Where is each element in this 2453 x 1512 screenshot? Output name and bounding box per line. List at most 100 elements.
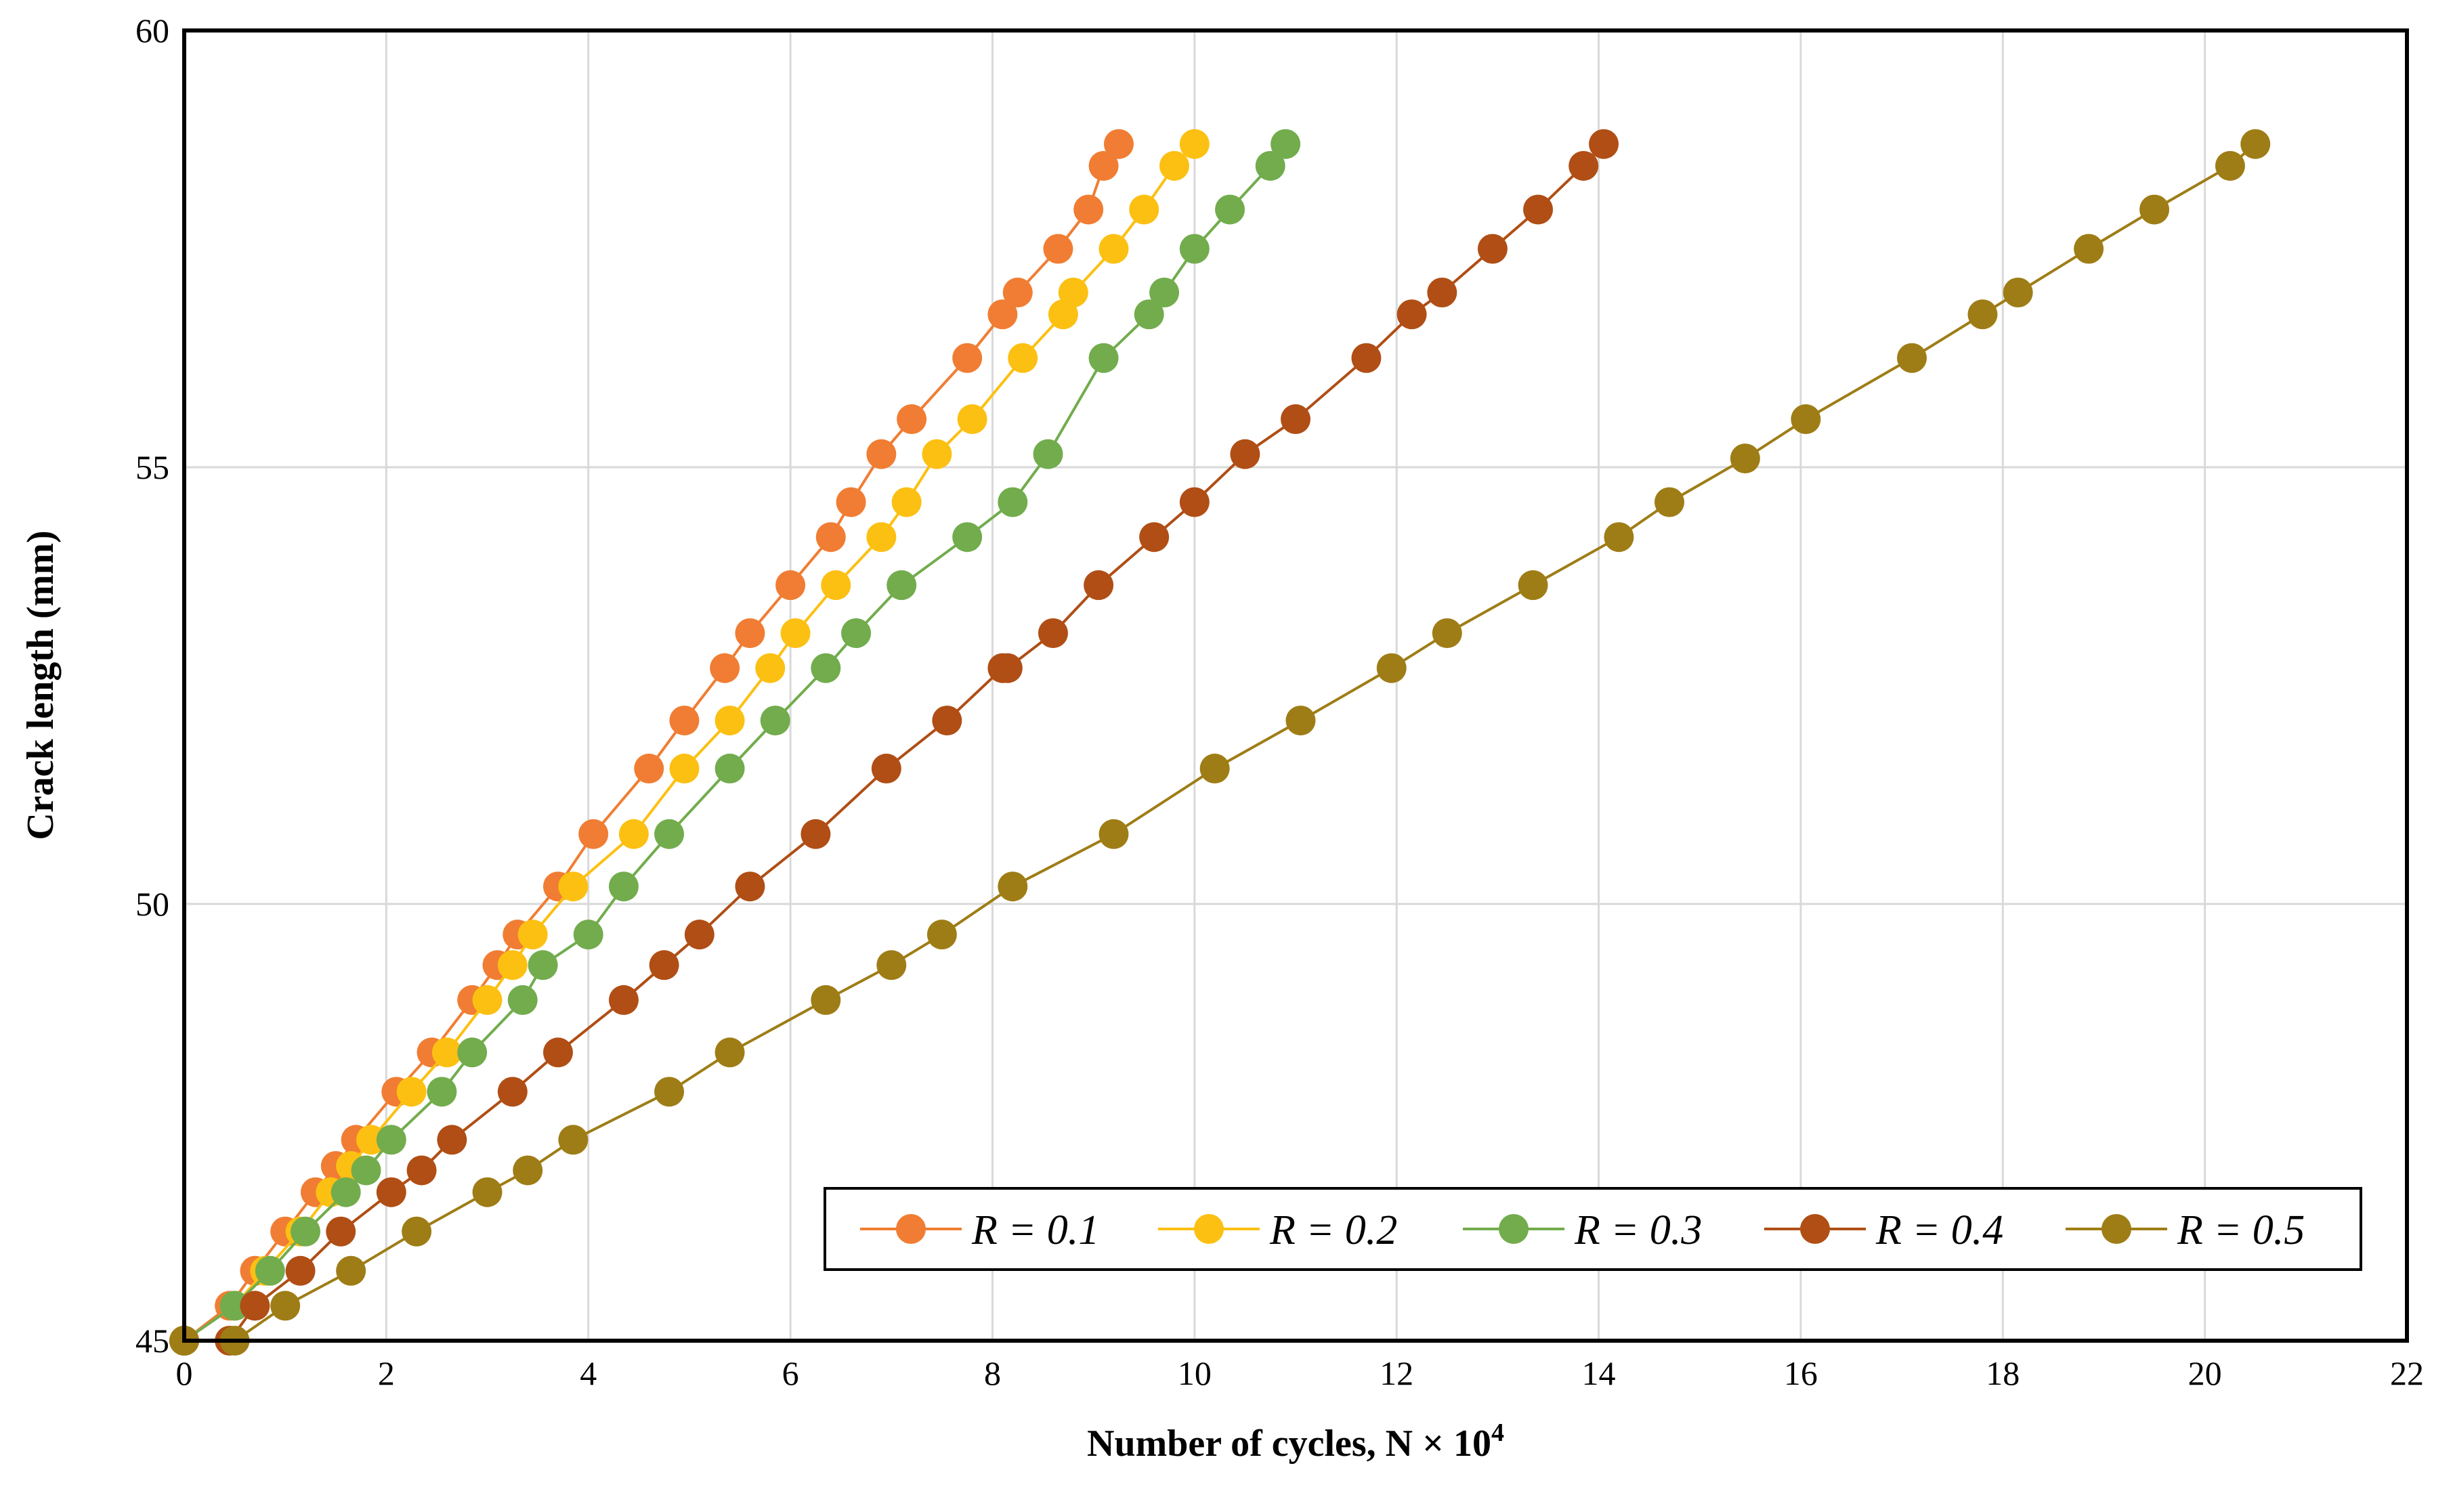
data-point (336, 1255, 366, 1286)
x-tick-label: 14 (1582, 1354, 1616, 1392)
data-point (775, 570, 806, 601)
data-point (654, 1077, 685, 1107)
data-point (760, 706, 790, 736)
data-point (1088, 150, 1119, 181)
data-point (841, 618, 872, 649)
data-point (1255, 150, 1285, 181)
data-point (684, 920, 714, 950)
data-point (1523, 194, 1554, 225)
legend-item: R = 0.3 (1463, 1207, 1702, 1253)
data-point (1129, 194, 1159, 225)
data-point (1271, 129, 1301, 159)
legend-item: R = 0.5 (2066, 1207, 2305, 1253)
data-point (406, 1155, 437, 1186)
data-point (998, 871, 1028, 902)
data-point (821, 570, 851, 601)
y-axis-label: Crack length (mm) (20, 530, 62, 840)
data-point (1230, 439, 1260, 469)
data-point (815, 522, 846, 553)
legend-marker (896, 1214, 926, 1244)
data-point (608, 985, 639, 1015)
data-point (1002, 278, 1033, 307)
data-point (558, 1125, 589, 1155)
data-point (578, 819, 609, 849)
data-point (654, 819, 685, 849)
data-point (558, 871, 589, 902)
data-point (573, 920, 603, 950)
data-point (957, 404, 987, 435)
data-point (1098, 234, 1129, 264)
data-point (472, 1177, 503, 1207)
y-tick-label: 50 (135, 885, 169, 923)
data-point (836, 487, 866, 517)
y-tick-label: 55 (135, 448, 169, 486)
data-point (1281, 404, 1310, 435)
data-point (402, 1216, 432, 1247)
data-point (528, 950, 558, 980)
data-point (1084, 570, 1114, 601)
series-0 (169, 129, 1134, 1356)
legend-item: R = 0.4 (1764, 1207, 2003, 1253)
data-point (634, 754, 664, 784)
data-point (351, 1155, 381, 1186)
data-point (714, 706, 745, 736)
data-point (507, 985, 538, 1015)
series-4 (169, 129, 2271, 1356)
data-point (811, 985, 841, 1015)
data-point (1149, 278, 1180, 307)
grid (184, 30, 2407, 1341)
data-point (1604, 522, 1634, 553)
legend-label: R = 0.3 (1574, 1207, 1702, 1253)
plot-frame (182, 28, 2409, 1343)
data-point (2240, 129, 2271, 159)
data-point (735, 618, 765, 649)
legend-label: R = 0.2 (1269, 1207, 1397, 1253)
legend-label: R = 0.1 (971, 1207, 1099, 1253)
data-point (330, 1177, 361, 1207)
data-point (992, 653, 1023, 683)
data-point (255, 1255, 285, 1286)
data-point (866, 439, 897, 469)
data-point (291, 1216, 321, 1247)
x-axis-label: Number of cycles, N × 104 (1087, 1419, 1504, 1465)
data-point (1179, 234, 1210, 264)
data-point (1199, 754, 1230, 784)
data-point (513, 1155, 543, 1186)
x-tick-label: 0 (176, 1354, 193, 1392)
data-point (669, 706, 700, 736)
data-point (608, 871, 639, 902)
data-point (1427, 278, 1457, 307)
data-point (998, 487, 1028, 517)
data-point (376, 1125, 406, 1155)
data-point (2215, 150, 2245, 181)
legend-item: R = 0.1 (860, 1207, 1099, 1253)
data-point (1569, 150, 1599, 181)
legend-label: R = 0.4 (1875, 1207, 2003, 1253)
series-2 (169, 129, 1301, 1356)
y-tick-label: 60 (135, 12, 169, 49)
data-point (714, 1037, 745, 1068)
data-point (517, 920, 548, 950)
x-tick-label: 10 (1178, 1354, 1212, 1392)
x-tick-label: 22 (2390, 1354, 2424, 1392)
data-point (1043, 234, 1073, 264)
data-point (285, 1255, 316, 1286)
data-point (922, 439, 952, 469)
legend-item: R = 0.2 (1158, 1207, 1397, 1253)
data-point (1159, 150, 1189, 181)
data-point (1103, 129, 1134, 159)
data-point (649, 950, 679, 980)
data-point (437, 1125, 467, 1155)
data-point (396, 1077, 427, 1107)
legend-marker (2102, 1214, 2131, 1244)
data-point (618, 819, 649, 849)
data-point (1589, 129, 1619, 159)
data-point (932, 706, 962, 736)
data-point (952, 343, 983, 373)
legend-marker (1800, 1214, 1830, 1244)
data-point (1477, 234, 1508, 264)
legend-marker (1194, 1214, 1224, 1244)
x-tick-label: 18 (1986, 1354, 2020, 1392)
x-tick-label: 4 (580, 1354, 597, 1392)
data-point (714, 754, 745, 784)
